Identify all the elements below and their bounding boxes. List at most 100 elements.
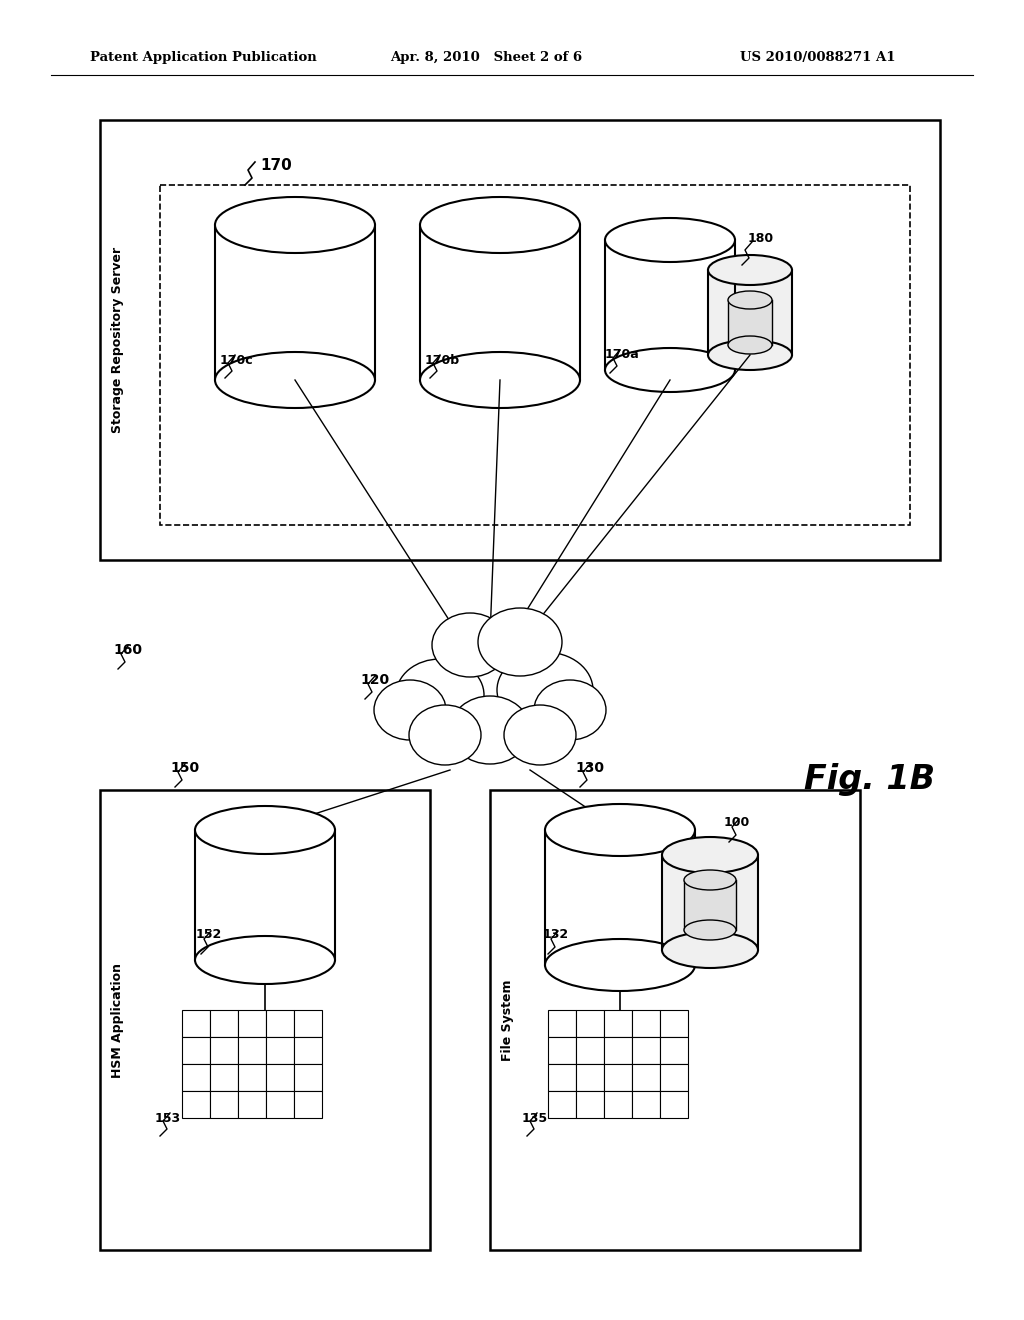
Bar xyxy=(100,789,430,1250)
FancyBboxPatch shape xyxy=(708,271,792,355)
Bar xyxy=(238,1092,266,1118)
Bar xyxy=(238,1064,266,1092)
Ellipse shape xyxy=(374,680,446,741)
Text: Fig. 1B: Fig. 1B xyxy=(805,763,936,796)
Ellipse shape xyxy=(195,807,335,854)
Text: 135: 135 xyxy=(522,1111,548,1125)
Bar xyxy=(604,1064,632,1092)
Bar xyxy=(210,1092,238,1118)
Ellipse shape xyxy=(432,612,508,677)
Ellipse shape xyxy=(605,348,735,392)
Bar xyxy=(210,1010,238,1038)
Bar xyxy=(604,1092,632,1118)
Ellipse shape xyxy=(438,638,542,722)
Text: 170b: 170b xyxy=(425,354,460,367)
Ellipse shape xyxy=(684,870,736,890)
FancyBboxPatch shape xyxy=(215,224,375,380)
Ellipse shape xyxy=(396,659,484,731)
Bar xyxy=(100,120,940,560)
Bar xyxy=(182,1064,210,1092)
Bar xyxy=(210,1064,238,1092)
Bar xyxy=(575,1064,604,1092)
Text: 130: 130 xyxy=(575,762,604,775)
Bar xyxy=(660,1038,688,1064)
Ellipse shape xyxy=(497,652,593,729)
Ellipse shape xyxy=(215,352,375,408)
Bar xyxy=(266,1010,294,1038)
Text: HSM Application: HSM Application xyxy=(112,962,125,1077)
Bar xyxy=(604,1010,632,1038)
Ellipse shape xyxy=(662,932,758,968)
Text: Patent Application Publication: Patent Application Publication xyxy=(90,51,316,65)
Text: 152: 152 xyxy=(196,928,222,941)
Ellipse shape xyxy=(545,804,695,855)
Bar xyxy=(660,1092,688,1118)
Ellipse shape xyxy=(504,705,575,766)
Bar xyxy=(160,185,910,525)
Bar xyxy=(575,1092,604,1118)
FancyBboxPatch shape xyxy=(684,880,736,931)
Ellipse shape xyxy=(450,696,530,764)
Ellipse shape xyxy=(708,341,792,370)
Bar xyxy=(294,1092,322,1118)
Bar xyxy=(548,1092,575,1118)
Bar xyxy=(266,1064,294,1092)
Bar xyxy=(632,1038,660,1064)
Bar xyxy=(294,1064,322,1092)
Bar xyxy=(632,1092,660,1118)
Text: 153: 153 xyxy=(155,1111,181,1125)
Bar xyxy=(548,1064,575,1092)
Bar xyxy=(294,1038,322,1064)
Text: 132: 132 xyxy=(543,928,569,941)
FancyBboxPatch shape xyxy=(545,830,695,965)
Ellipse shape xyxy=(534,680,606,741)
Bar xyxy=(266,1092,294,1118)
Ellipse shape xyxy=(545,939,695,991)
Bar xyxy=(238,1038,266,1064)
Ellipse shape xyxy=(215,197,375,253)
Bar xyxy=(182,1010,210,1038)
Ellipse shape xyxy=(662,837,758,873)
Text: 150: 150 xyxy=(170,762,199,775)
Bar xyxy=(660,1064,688,1092)
Bar xyxy=(548,1010,575,1038)
Ellipse shape xyxy=(409,705,481,766)
Text: US 2010/0088271 A1: US 2010/0088271 A1 xyxy=(740,51,896,65)
Bar xyxy=(548,1038,575,1064)
Text: Apr. 8, 2010   Sheet 2 of 6: Apr. 8, 2010 Sheet 2 of 6 xyxy=(390,51,582,65)
Text: 100: 100 xyxy=(724,817,751,829)
Text: 170a: 170a xyxy=(605,348,640,362)
FancyBboxPatch shape xyxy=(605,240,735,370)
Text: 170: 170 xyxy=(260,158,292,173)
Bar xyxy=(632,1064,660,1092)
Ellipse shape xyxy=(728,337,772,354)
Text: 120: 120 xyxy=(360,673,389,686)
Bar xyxy=(575,1010,604,1038)
Text: 160: 160 xyxy=(113,643,142,657)
Ellipse shape xyxy=(420,197,580,253)
Bar xyxy=(660,1010,688,1038)
Ellipse shape xyxy=(420,352,580,408)
Bar xyxy=(604,1038,632,1064)
Ellipse shape xyxy=(195,936,335,983)
FancyBboxPatch shape xyxy=(420,224,580,380)
Ellipse shape xyxy=(684,920,736,940)
Bar xyxy=(294,1010,322,1038)
Bar xyxy=(490,789,860,1250)
FancyBboxPatch shape xyxy=(195,830,335,960)
Ellipse shape xyxy=(605,218,735,261)
Text: 180: 180 xyxy=(748,231,774,244)
Bar xyxy=(182,1038,210,1064)
Ellipse shape xyxy=(708,255,792,285)
Text: 170c: 170c xyxy=(220,354,254,367)
FancyBboxPatch shape xyxy=(662,855,758,950)
Bar xyxy=(238,1010,266,1038)
Bar xyxy=(632,1010,660,1038)
Ellipse shape xyxy=(728,290,772,309)
Bar xyxy=(210,1038,238,1064)
Bar xyxy=(182,1092,210,1118)
Text: Storage Repository Server: Storage Repository Server xyxy=(112,247,125,433)
Bar xyxy=(266,1038,294,1064)
Text: File System: File System xyxy=(502,979,514,1061)
FancyBboxPatch shape xyxy=(728,300,772,345)
